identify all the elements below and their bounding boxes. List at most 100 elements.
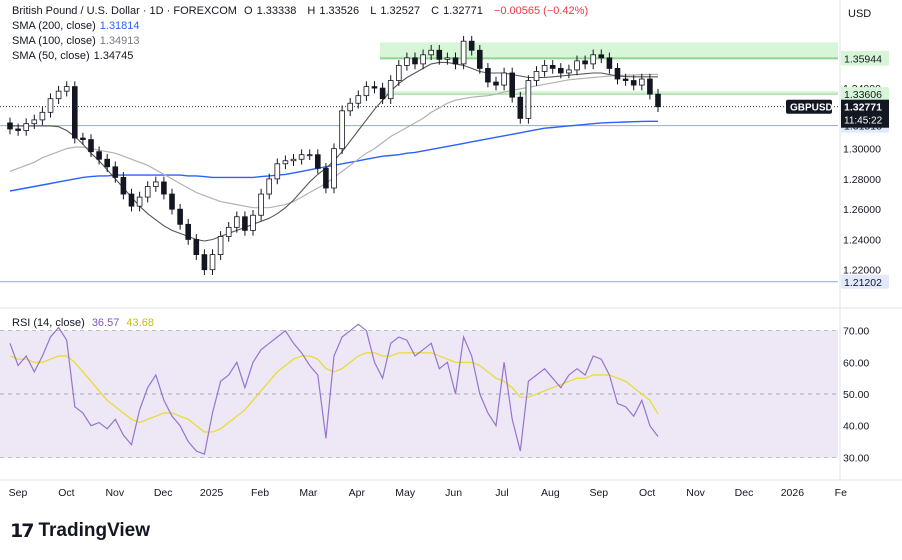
candle-body	[104, 158, 111, 168]
candle-body	[541, 65, 548, 72]
level-2-label: 1.35944	[844, 54, 882, 66]
price-tick-label: 1.24000	[843, 234, 881, 246]
candle-body	[169, 193, 175, 210]
indicator-sma-100[interactable]: SMA (100, close) 1.34913	[12, 35, 140, 47]
candle-body	[15, 128, 21, 131]
candle-body	[395, 65, 402, 81]
candle-body	[258, 193, 264, 216]
candle-body	[493, 81, 499, 86]
level-3-label: 1.33606	[844, 89, 882, 101]
countdown-label: 11:45:22	[844, 116, 883, 127]
ohlc-close: C 1.32771	[431, 5, 483, 17]
candle-body	[193, 239, 200, 255]
time-axis-label: Jun	[445, 487, 462, 499]
tradingview-wordmark: TradingView	[38, 520, 151, 541]
indicator-sma-200[interactable]: SMA (200, close) 1.31814	[12, 20, 140, 32]
rsi-legend[interactable]: RSI (14, close) 36.57 43.68	[12, 316, 158, 331]
candle-body	[152, 181, 159, 187]
time-axis-label: Dec	[154, 487, 173, 499]
candle-body	[266, 178, 272, 195]
rsi-ma-value: 43.68	[126, 317, 154, 329]
chart-legend: British Pound / U.S. Dollar · 1D · FOREX…	[12, 4, 592, 64]
gbpusd-chart[interactable]: USD 1.22000 1.24000 1.26000 1.28000 1.30000 1.…	[0, 0, 902, 515]
candle-body	[647, 78, 653, 95]
symbol-line: British Pound / U.S. Dollar · 1D · FOREX…	[12, 4, 592, 19]
candle-body	[31, 119, 38, 125]
price-tick-label: 1.28000	[843, 174, 881, 186]
candle-body	[144, 186, 151, 198]
candle-body	[404, 57, 410, 66]
candle-body	[509, 72, 515, 98]
candle-body	[209, 254, 216, 271]
candle-body	[468, 40, 475, 51]
candle-body	[233, 216, 240, 228]
candle-body	[558, 68, 564, 74]
candle-body	[590, 54, 596, 65]
time-axis-label: May	[395, 487, 416, 499]
ohlc-high: H 1.33526	[307, 5, 360, 17]
candle-body	[39, 111, 46, 121]
candle-body	[412, 57, 418, 65]
time-axis-label: 2026	[781, 487, 805, 499]
candle-body	[485, 68, 491, 83]
time-axis-label: Dec	[735, 487, 754, 499]
resistance-zone	[380, 91, 838, 95]
time-axis-label: Oct	[58, 487, 74, 499]
time-axis-label: Mar	[299, 487, 318, 499]
candle-body	[55, 90, 62, 100]
candle-body	[460, 40, 467, 65]
time-axis-label: Apr	[349, 487, 366, 499]
candle-body	[314, 154, 321, 169]
time-axis-label: Aug	[541, 487, 560, 499]
time-axis-label: Fe	[835, 487, 847, 499]
candle-body	[371, 86, 378, 89]
candle-body	[606, 57, 613, 69]
candle-body	[88, 139, 94, 153]
price-tick-label: 1.30000	[843, 144, 881, 156]
rsi-value: 36.57	[91, 317, 120, 329]
last-price-label: 1.32771	[844, 102, 882, 114]
candle-body	[72, 86, 78, 139]
level-5-badge	[841, 274, 889, 289]
candle-body	[379, 87, 386, 100]
time-axis-label: Oct	[639, 487, 655, 499]
candle-body	[436, 49, 443, 60]
symbol-tag-badge	[786, 99, 832, 114]
candle-body	[323, 167, 329, 189]
candle-body	[201, 254, 208, 271]
ohlc-change: −0.00565 (−0.42%)	[493, 5, 589, 17]
last-price-badge	[841, 99, 889, 128]
rsi-tick-label: 40.00	[843, 421, 869, 433]
tradingview-logo-icon: 17	[10, 520, 34, 542]
ohlc-open: O 1.33338	[244, 5, 297, 17]
candle-body	[614, 68, 621, 80]
candle-body	[7, 122, 13, 130]
candle-body	[355, 95, 362, 104]
candle-body	[250, 214, 256, 231]
candle-body	[274, 163, 281, 180]
currency-label: USD	[848, 8, 871, 20]
candle-body	[128, 193, 135, 207]
candle-body	[298, 154, 305, 160]
candle-body	[185, 223, 192, 240]
candle-body	[161, 181, 167, 195]
rsi-tick-label: 30.00	[843, 452, 869, 464]
level-5-label: 1.21202	[844, 277, 882, 289]
symbol-title[interactable]: British Pound / U.S. Dollar · 1D · FOREX…	[12, 5, 237, 17]
candle-body	[290, 158, 297, 162]
time-axis-label: Nov	[686, 487, 705, 499]
candle-body	[347, 102, 353, 112]
time-axis-label: Nov	[105, 487, 124, 499]
candle-body	[225, 226, 232, 237]
candle-body	[96, 151, 102, 160]
rsi-tick-label: 50.00	[843, 389, 869, 401]
candle-body	[80, 137, 86, 140]
time-axis-label: Sep	[9, 487, 28, 499]
indicator-sma-50[interactable]: SMA (50, close) 1.34745	[12, 50, 134, 62]
level-2-badge	[841, 51, 889, 66]
symbol-tag: GBPUSD	[790, 103, 833, 114]
time-axis-label: Feb	[251, 487, 269, 499]
level-3-badge	[841, 87, 889, 102]
candle-body	[120, 177, 127, 195]
rsi-label: RSI (14, close)	[12, 317, 85, 329]
